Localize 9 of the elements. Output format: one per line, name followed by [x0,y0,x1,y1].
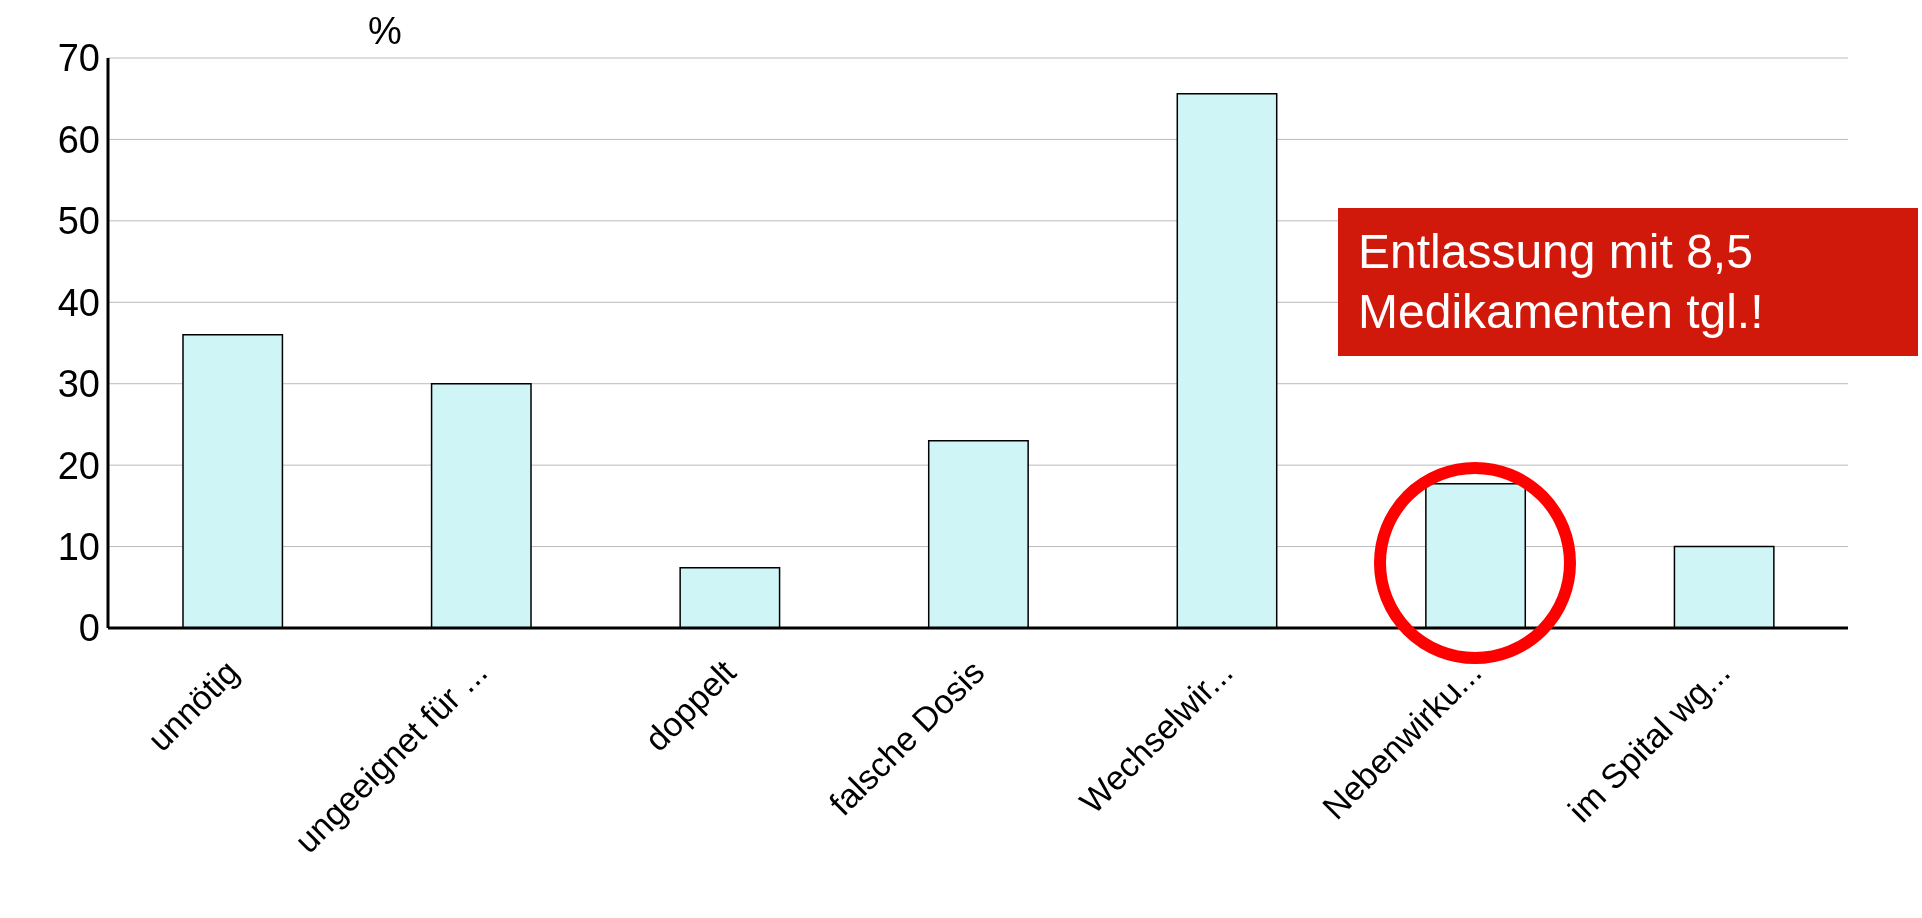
y-axis-title: % [368,10,402,53]
y-tick-label: 60 [57,118,100,161]
y-tick-label: 30 [57,363,100,406]
y-tick-label: 20 [57,444,100,487]
y-tick-label: 50 [57,200,100,243]
y-tick-label: 40 [57,281,100,324]
y-tick-label: 0 [78,607,100,650]
y-tick-label: 10 [57,526,100,569]
y-tick-label: 70 [57,37,100,80]
